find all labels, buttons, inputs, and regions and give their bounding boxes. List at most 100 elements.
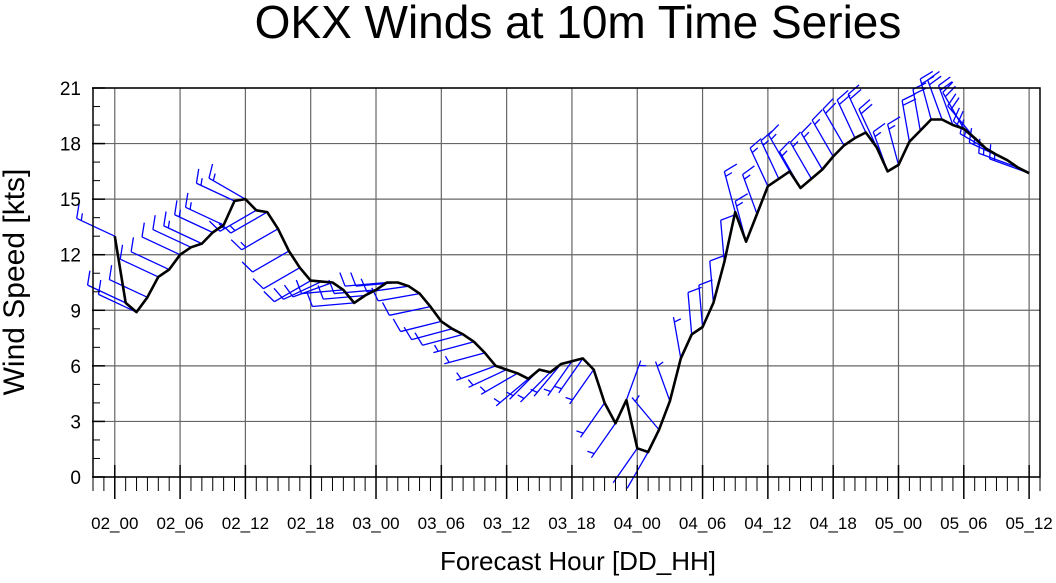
barb-staff — [444, 352, 486, 365]
barb-feather — [219, 222, 232, 234]
wind-barb — [886, 116, 901, 166]
barb-staff — [937, 85, 954, 126]
barb-feather — [836, 89, 849, 101]
barb-feather — [825, 102, 837, 114]
barb-staff — [422, 333, 464, 346]
barb-feather — [734, 193, 749, 202]
barb-staff — [631, 397, 660, 431]
barb-staff — [378, 292, 420, 302]
x-tick-label: 03_06 — [418, 514, 465, 533]
wind-barb — [858, 99, 878, 148]
wind-barb — [811, 109, 834, 157]
barb-half-feather — [982, 147, 985, 156]
wind-barb — [467, 368, 507, 388]
wind-barb — [174, 200, 214, 234]
barb-feather — [252, 278, 264, 290]
barb-feather — [152, 215, 156, 230]
barb-staff — [495, 378, 529, 407]
barb-half-feather — [479, 386, 486, 393]
x-tick-label: 05_12 — [1005, 514, 1052, 533]
barb-feather — [913, 87, 928, 95]
barb-staff — [389, 305, 431, 316]
wind-barb — [152, 215, 192, 248]
x-tick-label: 05_00 — [875, 514, 922, 533]
barb-feather — [928, 75, 942, 86]
barb-staff — [109, 278, 148, 298]
wind-barb — [698, 279, 713, 328]
wind-barb — [625, 360, 647, 401]
barb-feather — [902, 98, 917, 106]
barb-half-feather — [792, 141, 799, 148]
barb-feather — [317, 285, 324, 300]
wind-barb — [672, 316, 682, 359]
wind-barb — [208, 163, 246, 200]
barb-half-feather — [433, 344, 439, 352]
barb-half-feather — [456, 372, 462, 379]
barb-half-feather — [725, 172, 733, 177]
barb-staff — [927, 79, 943, 120]
barb-feather — [371, 287, 379, 302]
wind-barb — [847, 84, 867, 133]
wind-barb — [350, 272, 398, 287]
barb-feather — [698, 279, 713, 286]
barb-feather — [119, 244, 124, 260]
barb-staff — [672, 316, 682, 359]
wind-barb — [414, 332, 464, 346]
x-tick-label: 05_06 — [940, 514, 987, 533]
barb-staff — [698, 285, 704, 328]
barb-staff — [919, 78, 932, 120]
barb-feather — [163, 211, 167, 226]
wind-barb — [654, 361, 671, 402]
barb-staff — [283, 280, 322, 300]
wind-barb — [576, 402, 606, 438]
barb-staff — [942, 92, 965, 130]
wind-barb — [163, 211, 203, 245]
barb-staff — [760, 140, 780, 180]
barb-staff — [468, 368, 507, 388]
barb-staff — [263, 267, 301, 290]
wind-barb — [543, 360, 573, 397]
barb-half-feather — [770, 133, 777, 140]
x-tick-label: 03_18 — [548, 514, 595, 533]
wind-barb — [339, 272, 387, 287]
barb-feather — [263, 291, 275, 303]
y-tick-label: 12 — [60, 246, 81, 267]
wind-barb — [565, 369, 595, 405]
barb-feather — [86, 270, 91, 286]
wind-barb — [709, 255, 724, 303]
barb-staff — [901, 100, 911, 142]
barb-feather — [858, 99, 871, 110]
barb-half-feather — [178, 209, 181, 217]
barb-staff — [241, 228, 279, 251]
barb-feather — [800, 122, 812, 134]
barb-feather — [381, 302, 390, 316]
barb-staff — [720, 220, 725, 263]
barb-feather — [108, 265, 113, 280]
barb-feather — [742, 165, 755, 176]
wind-barb — [130, 237, 170, 271]
barb-feather — [872, 122, 886, 133]
barb-staff — [196, 182, 235, 202]
wind-barb — [631, 395, 660, 431]
barb-half-feather — [781, 150, 788, 157]
wind-barb — [517, 371, 551, 403]
wind-barb — [768, 124, 791, 172]
barb-staff — [978, 152, 1019, 169]
wind-barb — [919, 70, 935, 120]
barb-staff — [130, 251, 170, 271]
x-tick-label: 04_00 — [614, 514, 661, 533]
wind-barb — [937, 76, 954, 126]
wind-barb — [295, 279, 344, 295]
barb-staff — [811, 119, 834, 157]
barb-half-feather — [751, 147, 759, 154]
barb-staff — [687, 292, 693, 335]
barb-feather — [195, 168, 200, 184]
barb-staff — [858, 108, 878, 148]
wind-barb — [195, 168, 235, 202]
barb-staff — [768, 134, 791, 172]
barb-half-feather — [736, 201, 744, 207]
barb-feather — [208, 163, 214, 179]
barb-half-feather — [762, 139, 770, 146]
barb-feather — [414, 332, 424, 346]
barb-staff — [185, 206, 224, 226]
